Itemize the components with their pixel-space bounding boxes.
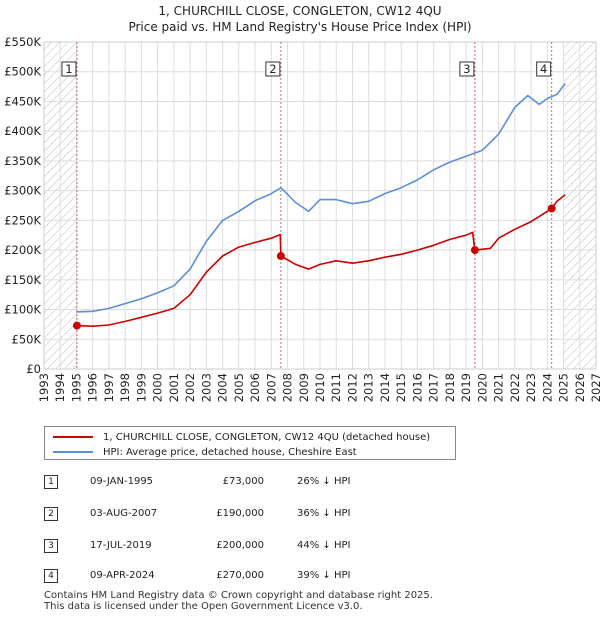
legend-entry-hpi: HPI: Average price, detached house, Ches… bbox=[53, 445, 357, 459]
sale-number-badge: 2 bbox=[44, 507, 58, 521]
x-tick-label: 2027 bbox=[589, 373, 600, 402]
sale-label-box: 1 bbox=[61, 61, 77, 77]
x-tick-label: 2025 bbox=[557, 373, 571, 402]
x-tick-label: 2017 bbox=[427, 373, 441, 402]
y-tick-label: £0 bbox=[26, 362, 41, 376]
x-tick-label: 2021 bbox=[492, 373, 506, 402]
legend-label-hpi: HPI: Average price, detached house, Ches… bbox=[103, 446, 357, 458]
y-tick-label: £550K bbox=[4, 35, 41, 49]
x-tick-label: 1999 bbox=[134, 373, 148, 402]
plot-border bbox=[43, 41, 597, 370]
y-tick-label: £300K bbox=[4, 184, 41, 198]
x-tick-label: 2026 bbox=[573, 373, 587, 402]
footer-copyright: Contains HM Land Registry data © Crown c… bbox=[44, 590, 433, 601]
sale-date: 09-JAN-1995 bbox=[90, 476, 154, 487]
sale-hpi-delta: 44% ↓ HPI bbox=[297, 540, 351, 551]
y-tick-label: £250K bbox=[4, 213, 41, 227]
sale-price: £73,000 bbox=[222, 476, 264, 487]
x-tick-label: 2005 bbox=[232, 373, 246, 402]
sale-point bbox=[72, 321, 81, 330]
y-tick-label: £400K bbox=[4, 124, 41, 138]
chart-subtitle: Price paid vs. HM Land Registry's House … bbox=[128, 20, 471, 34]
x-tick-label: 1995 bbox=[69, 373, 83, 402]
y-tick-label: £150K bbox=[4, 273, 41, 287]
series-line-hpi bbox=[76, 83, 566, 313]
x-tick-label: 2018 bbox=[443, 373, 457, 402]
series-line-property bbox=[76, 194, 566, 328]
x-tick-label: 2008 bbox=[281, 373, 295, 402]
sale-row: 2 03-AUG-2007 £190,000 36% ↓ HPI bbox=[44, 507, 444, 523]
sale-hpi-delta: 39% ↓ HPI bbox=[297, 570, 351, 581]
x-tick-label: 1994 bbox=[53, 373, 67, 402]
sale-label-box: 2 bbox=[265, 61, 281, 77]
chart-title: 1, CHURCHILL CLOSE, CONGLETON, CW12 4QU bbox=[158, 4, 441, 18]
y-tick-label: £350K bbox=[4, 154, 41, 168]
sale-label-text: 2 bbox=[269, 62, 276, 76]
x-tick-label: 1997 bbox=[102, 373, 116, 402]
x-tick-label: 2013 bbox=[362, 373, 376, 402]
sale-date: 09-APR-2024 bbox=[90, 570, 155, 581]
sale-number-badge: 1 bbox=[44, 475, 58, 489]
sale-hpi-delta: 36% ↓ HPI bbox=[297, 508, 351, 519]
sale-point bbox=[276, 252, 285, 261]
y-tick-label: £100K bbox=[4, 303, 41, 317]
sale-number-badge: 3 bbox=[44, 539, 58, 553]
x-tick-label: 2004 bbox=[216, 373, 230, 402]
sale-point bbox=[547, 204, 556, 213]
y-tick-label: £50K bbox=[12, 332, 42, 346]
x-tick-label: 2010 bbox=[313, 373, 327, 402]
x-tick-label: 1998 bbox=[118, 373, 132, 402]
x-tick-label: 2001 bbox=[167, 373, 181, 402]
x-tick-label: 2012 bbox=[345, 373, 359, 402]
footer-licence: This data is licensed under the Open Gov… bbox=[44, 601, 363, 612]
sale-date: 03-AUG-2007 bbox=[90, 508, 158, 519]
x-tick-label: 2009 bbox=[297, 373, 311, 402]
sale-price: £270,000 bbox=[216, 570, 264, 581]
y-tick-label: £450K bbox=[4, 94, 41, 108]
sale-label-box: 3 bbox=[459, 61, 475, 77]
x-tick-label: 2024 bbox=[540, 373, 554, 402]
sale-label-box: 4 bbox=[536, 61, 552, 77]
footer: Contains HM Land Registry data © Crown c… bbox=[44, 590, 433, 612]
sale-label-rect bbox=[459, 61, 475, 77]
legend: 1, CHURCHILL CLOSE, CONGLETON, CW12 4QU … bbox=[44, 426, 456, 460]
legend-swatch-hpi bbox=[53, 451, 93, 453]
sale-row: 4 09-APR-2024 £270,000 39% ↓ HPI bbox=[44, 569, 444, 585]
x-tick-label: 2000 bbox=[151, 373, 165, 402]
x-tick-label: 2007 bbox=[264, 373, 278, 402]
sale-row: 1 09-JAN-1995 £73,000 26% ↓ HPI bbox=[44, 475, 444, 491]
x-tick-label: 2023 bbox=[524, 373, 538, 402]
x-tick-label: 2015 bbox=[394, 373, 408, 402]
sale-label-rect bbox=[265, 61, 281, 77]
x-tick-label: 1993 bbox=[37, 373, 51, 402]
y-tick-label: £500K bbox=[4, 65, 41, 79]
x-tick-label: 2019 bbox=[459, 373, 473, 402]
sale-price: £200,000 bbox=[216, 540, 264, 551]
x-tick-label: 2020 bbox=[475, 373, 489, 402]
sale-label-rect bbox=[536, 61, 552, 77]
x-tick-label: 2002 bbox=[183, 373, 197, 402]
legend-swatch-property bbox=[53, 436, 93, 438]
sale-label-text: 1 bbox=[65, 62, 72, 76]
sale-row: 3 17-JUL-2019 £200,000 44% ↓ HPI bbox=[44, 539, 444, 555]
legend-entry-property: 1, CHURCHILL CLOSE, CONGLETON, CW12 4QU … bbox=[53, 430, 430, 444]
x-tick-label: 1996 bbox=[86, 373, 100, 402]
x-tick-label: 2011 bbox=[329, 373, 343, 402]
x-tick-label: 2022 bbox=[508, 373, 522, 402]
x-tick-label: 2006 bbox=[248, 373, 262, 402]
sale-hpi-delta: 26% ↓ HPI bbox=[297, 476, 351, 487]
x-tick-label: 2016 bbox=[410, 373, 424, 402]
sale-point bbox=[470, 246, 479, 255]
y-tick-label: £200K bbox=[4, 243, 41, 257]
x-tick-label: 2003 bbox=[199, 373, 213, 402]
legend-label-property: 1, CHURCHILL CLOSE, CONGLETON, CW12 4QU … bbox=[103, 431, 431, 443]
sale-date: 17-JUL-2019 bbox=[90, 540, 152, 551]
sale-label-text: 3 bbox=[463, 62, 470, 76]
sale-number-badge: 4 bbox=[44, 569, 58, 583]
sale-label-text: 4 bbox=[540, 62, 547, 76]
x-tick-label: 2014 bbox=[378, 373, 392, 402]
chart: 1, CHURCHILL CLOSE, CONGLETON, CW12 4QU … bbox=[4, 4, 600, 402]
sale-price: £190,000 bbox=[216, 508, 264, 519]
sale-label-rect bbox=[61, 61, 77, 77]
